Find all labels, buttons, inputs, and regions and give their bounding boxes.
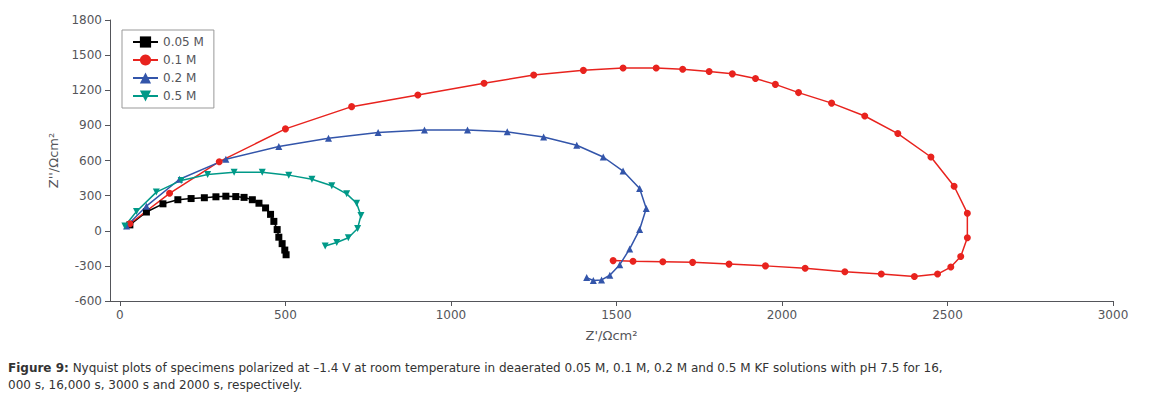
svg-text:1800: 1800: [71, 13, 102, 27]
svg-text:0.05 M: 0.05 M: [163, 35, 204, 49]
svg-text:1500: 1500: [71, 48, 102, 62]
svg-text:Z'/Ωcm²: Z'/Ωcm²: [586, 328, 638, 343]
svg-text:500: 500: [274, 308, 297, 322]
svg-text:0: 0: [94, 224, 102, 238]
svg-text:-300: -300: [75, 259, 102, 273]
svg-text:Nyquist plots of specimens pol: Nyquist plots of specimens polarized at …: [69, 361, 943, 375]
svg-text:Z''/Ωcm²: Z''/Ωcm²: [46, 133, 61, 188]
svg-text:2000: 2000: [767, 308, 798, 322]
svg-text:0.1 M: 0.1 M: [163, 53, 196, 67]
svg-text:-600: -600: [75, 294, 102, 308]
svg-text:Figure 9:: Figure 9:: [8, 361, 69, 375]
svg-text:3000: 3000: [1098, 308, 1129, 322]
svg-text:1000: 1000: [436, 308, 467, 322]
svg-text:2500: 2500: [932, 308, 963, 322]
svg-text:600: 600: [79, 154, 102, 168]
svg-text:0.5 M: 0.5 M: [163, 89, 196, 103]
svg-text:300: 300: [79, 189, 102, 203]
svg-text:0.2 M: 0.2 M: [163, 71, 196, 85]
svg-text:000 s, 16,000 s, 3000 s and 20: 000 s, 16,000 s, 3000 s and 2000 s, resp…: [8, 378, 302, 392]
svg-text:900: 900: [79, 118, 102, 132]
svg-text:1500: 1500: [601, 308, 632, 322]
svg-text:0: 0: [116, 308, 124, 322]
svg-text:1200: 1200: [71, 83, 102, 97]
